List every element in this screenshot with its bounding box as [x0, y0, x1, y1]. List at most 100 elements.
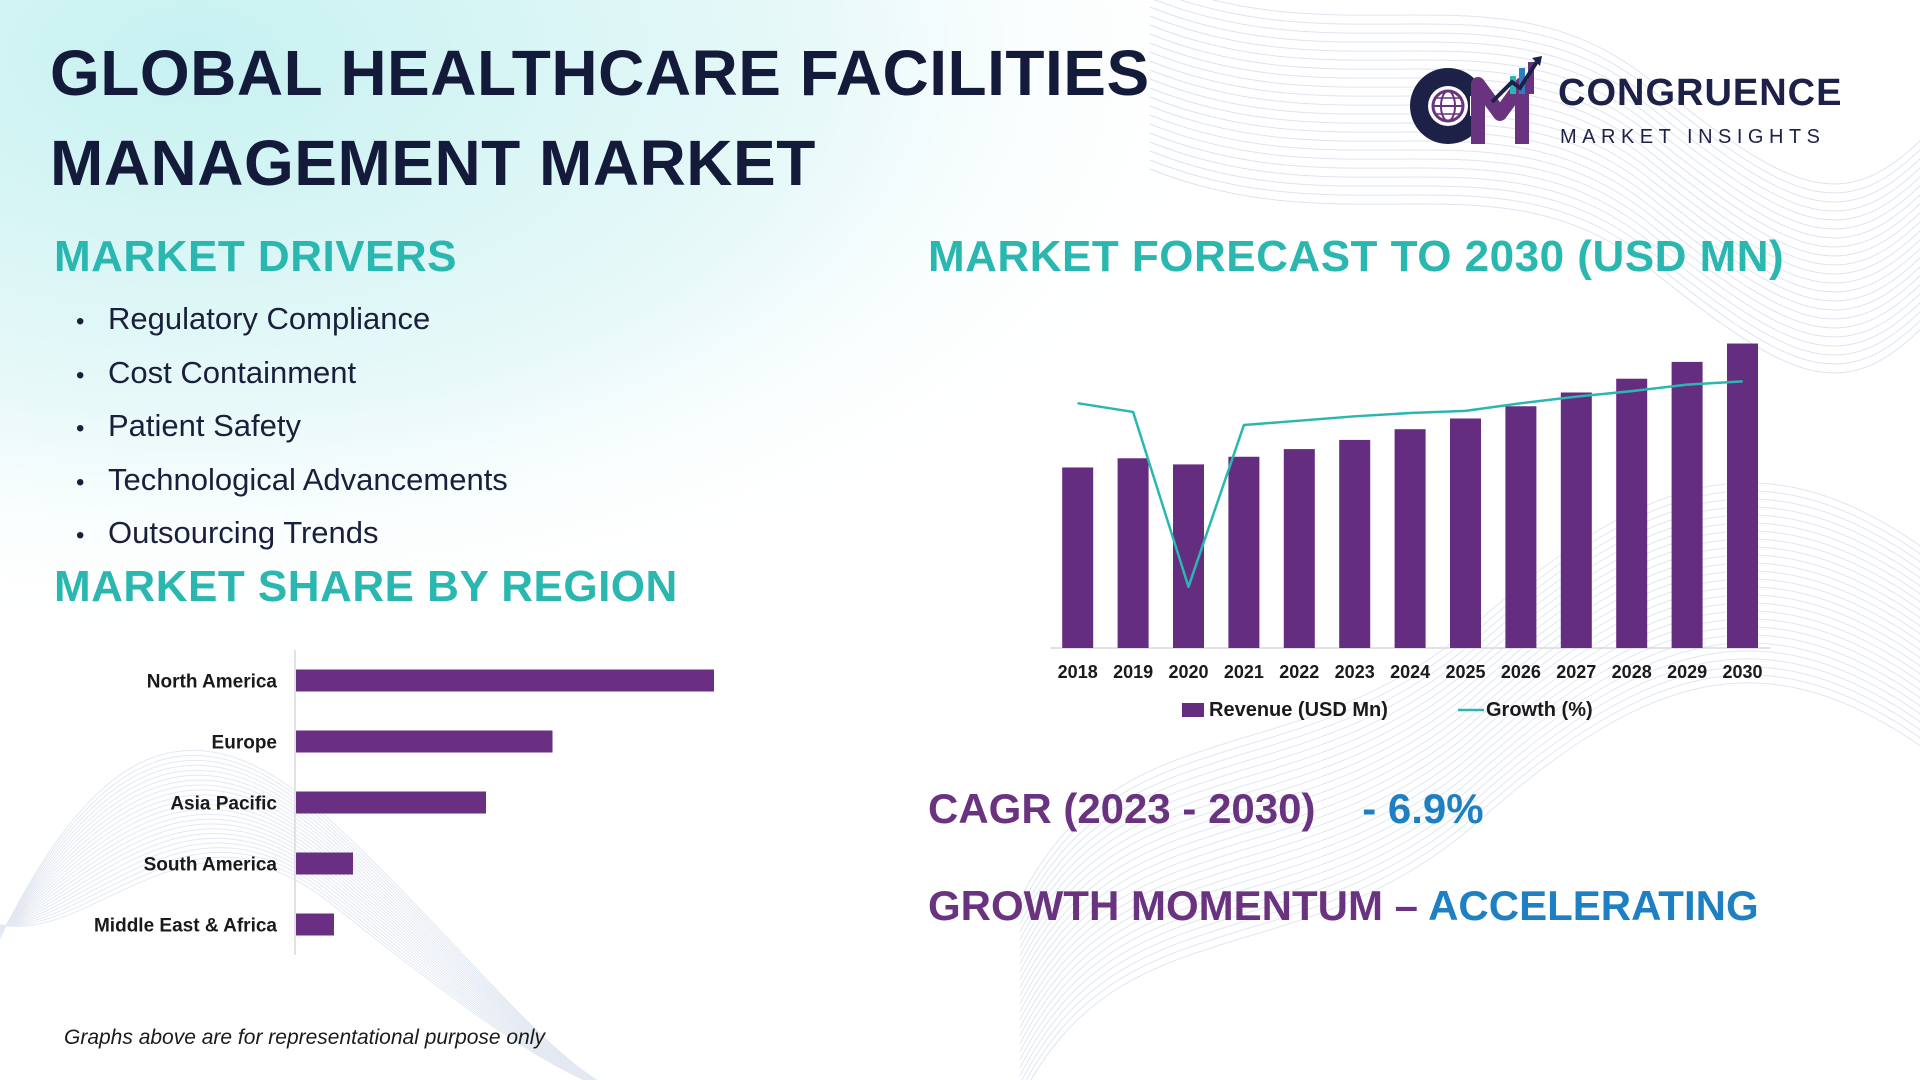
- year-tick-label: 2018: [1058, 662, 1098, 682]
- background-wave-line: [0, 759, 597, 1080]
- background-wave-line: [0, 847, 588, 1080]
- market-driver-item: • Regulatory Compliance: [76, 292, 508, 346]
- brand-name: CONGRUENCE: [1558, 72, 1843, 114]
- revenue-bar: [1283, 449, 1315, 648]
- background-wave-line: [1149, 159, 1920, 365]
- background-wave-line: [1019, 658, 1920, 1077]
- revenue-bar: [1117, 458, 1149, 648]
- background-wave-line: [0, 842, 589, 1080]
- background-wave-line: [1149, 105, 1920, 311]
- background-wave-line: [1030, 682, 1920, 1080]
- background-wave-line: [1149, 78, 1920, 284]
- background-wave-line: [0, 769, 597, 1080]
- cm-globe-chart-logo-icon: [1410, 56, 1542, 144]
- market-driver-label: Technological Advancements: [108, 461, 508, 497]
- background-wave-line: [1149, 15, 1920, 221]
- market-drivers-heading: MARKET DRIVERS: [54, 232, 458, 281]
- brand-logo[interactable]: CONGRUENCE MARKET INSIGHTS: [1400, 56, 1880, 156]
- region-label: South America: [144, 855, 278, 876]
- market-forecast-heading: MARKET FORECAST TO 2030 (USD MN): [928, 232, 1785, 281]
- brand-tagline: MARKET INSIGHTS: [1560, 126, 1826, 148]
- cagr-label: CAGR (2023 - 2030): [928, 785, 1316, 832]
- revenue-bar: [1727, 343, 1758, 648]
- year-tick-label: 2029: [1667, 662, 1707, 682]
- year-tick-label: 2021: [1224, 662, 1264, 682]
- region-bar: [296, 913, 334, 936]
- background-wave-line: [1149, 42, 1920, 248]
- market-drivers-list: • Regulatory Compliance • Cost Containment •…: [76, 292, 508, 560]
- background-wave-line: [1149, 96, 1920, 302]
- background-wave-line: [1211, 0, 1920, 185]
- market-driver-label: Cost Containment: [108, 354, 357, 390]
- background-wave-line: [1019, 602, 1920, 1021]
- growth-point: [1465, 410, 1466, 412]
- background-wave-line: [1179, 0, 1920, 194]
- growth-point: [1631, 390, 1633, 392]
- background-wave-line: [0, 779, 596, 1080]
- background-wave-line: [0, 784, 595, 1080]
- market-driver-item: • Cost Containment: [76, 346, 508, 400]
- year-tick-label: 2026: [1501, 662, 1541, 682]
- background-wave-line: [1149, 123, 1920, 329]
- background-wave-line: [1019, 554, 1920, 973]
- background-wave-line: [1149, 132, 1920, 338]
- region-label: Europe: [212, 733, 277, 754]
- background-wave-line: [1019, 610, 1920, 1029]
- market-forecast-chart: 2018 2019 2020 2021 2022 2023 2024 2025 2026 2027…: [1050, 343, 1771, 721]
- momentum-label: GROWTH MOMENTUM –: [928, 882, 1418, 929]
- background-wave-line: [1149, 150, 1920, 356]
- bullet-icon: •: [76, 308, 85, 335]
- legend-revenue-label: Revenue (USD Mn): [1209, 699, 1388, 721]
- year-tick-label: 2028: [1612, 662, 1652, 682]
- background-wave-line: [1149, 33, 1920, 239]
- background-wave-line: [1149, 51, 1920, 257]
- background-wave-line: [1019, 578, 1920, 997]
- background-wave-line: [1149, 87, 1920, 293]
- year-tick-label: 2023: [1335, 662, 1375, 682]
- background-wave-line: [0, 794, 594, 1080]
- background-wave-line: [1019, 594, 1920, 1013]
- growth-point: [1575, 396, 1577, 398]
- growth-point: [1132, 411, 1134, 413]
- page-title: GLOBAL HEALTHCARE FACILITIES MANAGEMENT …: [50, 28, 1230, 208]
- background-wave-line: [0, 754, 598, 1080]
- market-driver-item: • Outsourcing Trends: [76, 506, 508, 560]
- revenue-bar: [1394, 429, 1426, 648]
- region-share-bar-chart: North America Europe Asia Pacific South Ame…: [94, 650, 714, 955]
- background-wave-line: [1019, 618, 1920, 1037]
- year-tick-label: 2024: [1390, 662, 1430, 682]
- background-wave-line: [0, 764, 597, 1080]
- background-wave-line: [1019, 546, 1920, 965]
- page-title-line-1: GLOBAL HEALTHCARE FACILITIES: [50, 37, 1150, 109]
- background-wave-line: [1019, 626, 1920, 1045]
- revenue-bar: [1616, 378, 1648, 648]
- background-wave-line: [0, 832, 590, 1080]
- bullet-icon: •: [76, 522, 85, 549]
- growth-point: [1686, 384, 1688, 386]
- background-wave-line: [1019, 650, 1920, 1069]
- background-wave-line: [1019, 642, 1920, 1061]
- footnote: Graphs above are for representational pu…: [64, 1026, 545, 1049]
- background-wave-line: [0, 861, 586, 1080]
- page-title-line-2: MANAGEMENT MARKET: [50, 127, 816, 199]
- legend-growth-label: Growth (%): [1486, 699, 1593, 721]
- background-wave-line: [0, 789, 595, 1080]
- background-wave-line: [1019, 514, 1920, 933]
- growth-point: [1298, 420, 1300, 422]
- bullet-icon: •: [76, 415, 85, 442]
- bullet-icon: •: [76, 361, 85, 389]
- background-wave-line: [1021, 666, 1920, 1080]
- background-wave-line: [1149, 141, 1920, 347]
- background-wave-line: [0, 774, 596, 1080]
- background-wave-line: [1019, 634, 1920, 1053]
- growth-momentum-stat: GROWTH MOMENTUM – ACCELERATING: [928, 882, 1759, 930]
- region-label: Asia Pacific: [170, 794, 277, 815]
- background-wave-line: [1149, 69, 1920, 275]
- year-tick-label: 2020: [1168, 662, 1208, 682]
- background-wave-line: [1019, 530, 1920, 949]
- legend-revenue-swatch: [1182, 703, 1204, 717]
- background-wave-line: [1019, 522, 1920, 941]
- background-wave-line: [1149, 60, 1920, 266]
- region-label: North America: [147, 672, 278, 693]
- year-tick-label: 2030: [1722, 662, 1762, 682]
